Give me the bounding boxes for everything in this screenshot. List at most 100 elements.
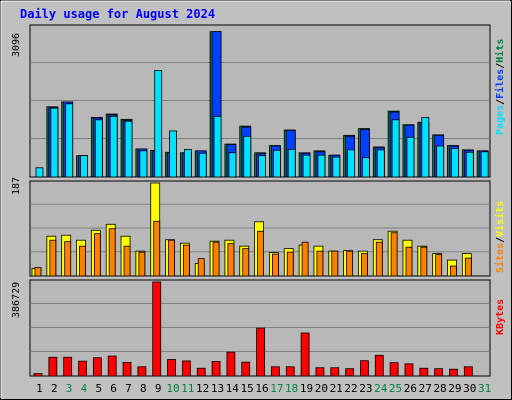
x-tick-label-day-11: 11 <box>181 382 194 395</box>
x-tick-label-day-2: 2 <box>51 382 58 395</box>
bar-kbytes-day-15 <box>241 361 251 377</box>
bar-pages-day-24 <box>376 149 385 178</box>
x-tick-label-day-13: 13 <box>211 382 224 395</box>
panel-hits-files-pages-legend: Pages/Files/Hits <box>494 39 506 135</box>
bar-sites-day-20 <box>316 250 324 277</box>
x-tick-label-day-18: 18 <box>285 382 298 395</box>
legend-separator: / <box>495 237 506 243</box>
bar-pages-day-18 <box>287 148 296 178</box>
panel-visits-sites-legend: Sites/Visits <box>494 201 506 273</box>
bar-pages-day-28 <box>436 145 445 178</box>
bar-sites-day-4 <box>79 245 86 277</box>
bar-pages-day-23 <box>362 157 370 178</box>
bar-kbytes-day-14 <box>226 351 236 377</box>
bar-kbytes-day-21 <box>330 367 340 377</box>
bar-kbytes-day-5 <box>92 357 102 377</box>
legend-entry-files: Files <box>494 69 506 99</box>
x-tick-label-day-29: 29 <box>448 382 461 395</box>
bar-kbytes-day-9 <box>152 281 162 377</box>
x-tick-label-day-24: 24 <box>374 382 388 395</box>
x-tick-label-day-9: 9 <box>155 382 162 395</box>
bar-pages-day-13 <box>213 116 222 178</box>
bar-kbytes-day-18 <box>285 366 295 377</box>
bar-kbytes-day-23 <box>360 360 369 377</box>
bar-sites-day-10 <box>168 239 175 277</box>
bar-pages-day-9 <box>154 70 163 178</box>
bar-kbytes-day-2 <box>48 356 58 377</box>
bar-kbytes-day-20 <box>315 367 325 377</box>
bar-kbytes-day-1 <box>33 373 43 377</box>
chart-title: Daily usage for August 2024 <box>20 7 215 21</box>
bar-sites-day-13 <box>212 241 220 277</box>
x-tick-label-day-25: 25 <box>389 382 402 395</box>
x-tick-label-day-23: 23 <box>359 382 372 395</box>
bar-kbytes-day-22 <box>345 368 355 377</box>
x-tick-label-day-6: 6 <box>110 382 117 395</box>
bar-sites-day-29 <box>450 265 457 277</box>
bar-pages-day-31 <box>480 151 489 178</box>
bar-pages-day-7 <box>124 120 133 178</box>
bar-sites-day-2 <box>49 239 57 277</box>
bar-kbytes-day-29 <box>449 368 458 377</box>
bar-sites-day-7 <box>123 245 131 277</box>
bar-kbytes-day-12 <box>196 367 206 377</box>
bar-pages-day-11 <box>183 148 192 178</box>
bar-pages-day-20 <box>317 154 326 178</box>
bar-sites-day-27 <box>420 246 428 277</box>
legend-separator: / <box>495 63 506 69</box>
legend-entry-visits: Visits <box>494 201 506 237</box>
bar-pages-day-25 <box>391 119 400 178</box>
bar-sites-day-16 <box>257 230 264 277</box>
bar-pages-day-2 <box>50 107 59 178</box>
x-tick-label-day-14: 14 <box>226 382 240 395</box>
bar-kbytes-day-27 <box>419 367 429 377</box>
x-tick-label-day-26: 26 <box>404 382 417 395</box>
x-tick-label-day-19: 19 <box>300 382 313 395</box>
bar-kbytes-day-26 <box>404 363 414 377</box>
bar-kbytes-day-11 <box>181 360 191 377</box>
bar-sites-day-5 <box>93 233 101 277</box>
x-tick-label-day-20: 20 <box>315 382 328 395</box>
panel-hits-files-pages-ymax-label: 3096 <box>11 33 22 57</box>
bar-sites-day-12 <box>197 258 205 277</box>
bar-pages-day-5 <box>94 119 103 178</box>
bar-sites-day-3 <box>64 241 72 277</box>
x-tick-label-day-17: 17 <box>270 382 283 395</box>
bar-sites-day-1 <box>34 267 42 277</box>
bar-kbytes-day-24 <box>374 354 384 377</box>
bar-pages-day-22 <box>347 149 356 178</box>
x-tick-label-day-3: 3 <box>66 382 73 395</box>
bar-sites-day-14 <box>227 243 235 277</box>
bar-kbytes-day-8 <box>137 366 147 377</box>
x-tick-label-day-31: 31 <box>478 382 491 395</box>
bar-sites-day-9 <box>153 220 161 277</box>
legend-entry-hits: Hits <box>494 39 506 63</box>
bar-pages-day-19 <box>302 154 311 178</box>
x-tick-label-day-8: 8 <box>140 382 147 395</box>
bar-kbytes-day-4 <box>78 360 87 377</box>
bar-pages-day-15 <box>243 135 252 178</box>
bar-sites-day-26 <box>405 246 413 277</box>
bar-pages-day-6 <box>109 116 118 178</box>
x-tick-label-day-16: 16 <box>255 382 268 395</box>
x-tick-label-day-21: 21 <box>330 382 343 395</box>
x-tick-label-day-4: 4 <box>81 382 88 395</box>
bar-sites-day-11 <box>182 244 190 277</box>
bar-kbytes-day-10 <box>167 359 176 377</box>
bar-sites-day-22 <box>346 250 354 277</box>
bar-kbytes-day-6 <box>107 355 117 377</box>
bar-pages-day-14 <box>228 152 237 178</box>
bar-kbytes-day-19 <box>300 332 310 377</box>
bar-sites-day-19 <box>301 241 309 277</box>
bar-pages-day-3 <box>65 103 74 178</box>
x-tick-label-day-12: 12 <box>196 382 209 395</box>
x-tick-label-day-28: 28 <box>433 382 446 395</box>
bar-pages-day-16 <box>258 155 266 178</box>
bar-kbytes-day-7 <box>122 361 132 377</box>
panel-kbytes-legend: KBytes <box>495 299 506 335</box>
panel-visits-sites-ymax-label: 187 <box>11 177 22 195</box>
bar-pages-day-10 <box>169 130 177 178</box>
bar-sites-day-21 <box>331 250 339 277</box>
x-tick-label-day-15: 15 <box>241 382 254 395</box>
